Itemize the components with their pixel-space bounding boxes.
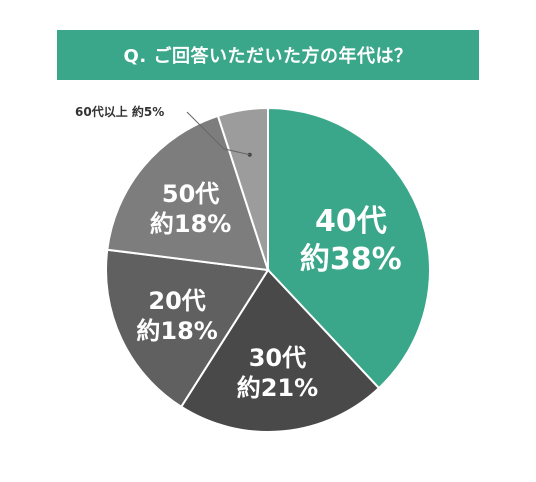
pie-slice-30s [179,268,381,433]
callout-line-60s-plus [186,111,250,156]
pie-slice-20s [105,248,270,409]
slice-category-label-50s: 50代 [162,180,219,208]
slice-category-label-40s: 40代 [315,204,387,239]
callout-label-60s-plus: 60代以上 約5% [75,104,164,119]
slice-value-label-40s: 約38% [300,242,402,277]
slice-category-label-30s: 30代 [249,344,306,372]
slice-value-label-20s: 約18% [136,317,217,345]
slice-value-label-50s: 約18% [150,210,231,238]
pie-slice-40s [267,106,431,390]
pie-slice-60s-plus [216,106,269,271]
slice-category-label-20s: 20代 [148,287,205,315]
chart-title: Q. ご回答いただいた方の年代は？ [57,30,479,80]
pie-slice-50s [106,114,270,272]
pie-slices [105,106,431,433]
slice-value-label-30s: 約21% [237,374,318,402]
